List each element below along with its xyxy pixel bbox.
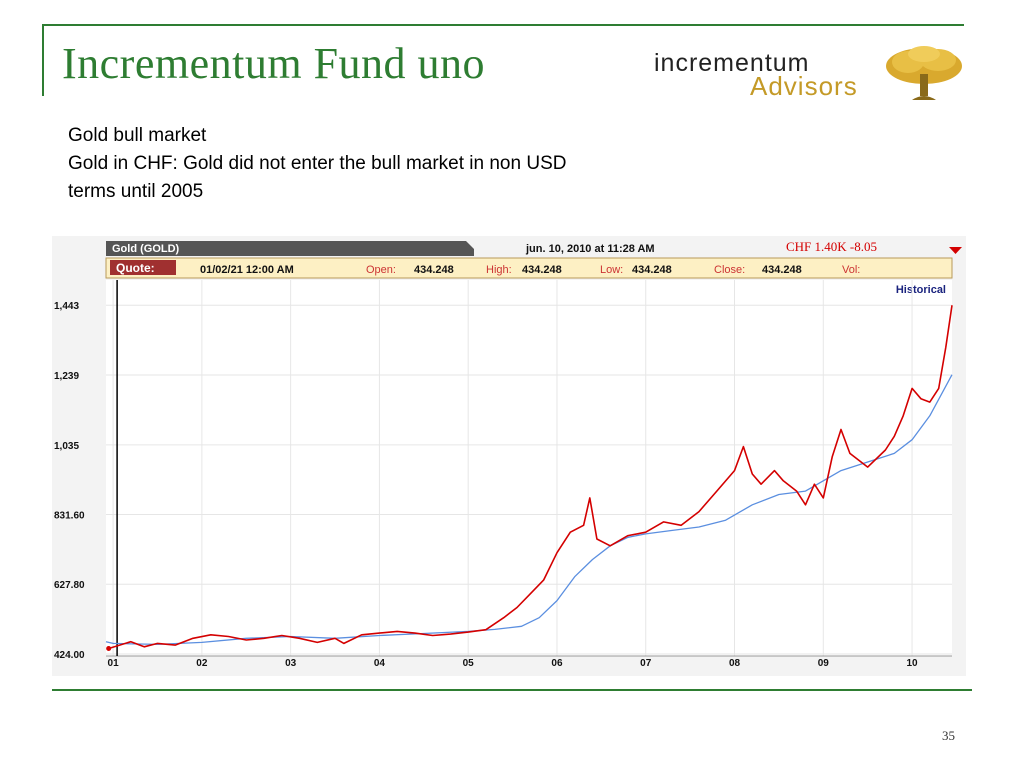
vol-label: Vol: xyxy=(842,264,860,276)
x-tick-label: 06 xyxy=(551,658,563,669)
frame-top-rule xyxy=(44,24,964,26)
logo-line-1: incrementum xyxy=(654,49,810,77)
x-tick-label: 03 xyxy=(285,658,297,669)
subtitle-line-2: Gold in CHF: Gold did not enter the bull… xyxy=(68,153,567,174)
open-label: Open: xyxy=(366,264,396,276)
frame-left-rule xyxy=(42,24,44,96)
frame-bottom-rule xyxy=(52,689,972,691)
quote-marker xyxy=(106,646,112,652)
low-value: 434.248 xyxy=(632,264,672,276)
chart-ticker: CHF 1.40K -8.05 xyxy=(786,239,877,254)
x-tick-label: 10 xyxy=(906,658,918,669)
series-line-price xyxy=(108,305,953,650)
chart-timestamp: jun. 10, 2010 at 11:28 AM xyxy=(525,243,655,255)
y-tick-label: 831.60 xyxy=(54,510,85,521)
y-axis-ticks: 1,443 1,239 1,035 831.60 627.80 424.00 xyxy=(54,301,85,661)
high-label: High: xyxy=(486,264,512,276)
quote-date: 01/02/21 12:00 AM xyxy=(200,264,294,276)
x-tick-label: 07 xyxy=(640,658,652,669)
y-tick-label: 1,035 xyxy=(54,441,79,452)
down-arrow-icon xyxy=(949,247,962,254)
close-label: Close: xyxy=(714,264,745,276)
close-value: 434.248 xyxy=(762,264,802,276)
header-bar xyxy=(106,241,474,256)
gold-price-chart: Gold (GOLD) jun. 10, 2010 at 11:28 AM CH… xyxy=(54,239,962,669)
open-value: 434.248 xyxy=(414,264,454,276)
y-tick-label: 1,239 xyxy=(54,371,79,382)
series-group xyxy=(105,305,953,652)
slide-title: Incrementum Fund uno xyxy=(62,39,486,88)
y-tick-label: 1,443 xyxy=(54,301,79,312)
historical-label: Historical xyxy=(896,284,946,296)
slide-subtitle: Gold bull market Gold in CHF: Gold did n… xyxy=(68,122,566,206)
y-tick-label: 627.80 xyxy=(54,580,85,591)
subtitle-line-1: Gold bull market xyxy=(68,125,207,146)
plot-area xyxy=(106,280,952,656)
low-label: Low: xyxy=(600,264,623,276)
quote-label: Quote: xyxy=(116,261,155,275)
grid-lines xyxy=(106,280,952,657)
chart-panel: Gold (GOLD) jun. 10, 2010 at 11:28 AM CH… xyxy=(52,236,966,676)
y-tick-label: 424.00 xyxy=(54,650,85,661)
quote-label-box xyxy=(110,260,176,275)
quote-bar xyxy=(105,257,953,279)
subtitle-line-3: terms until 2005 xyxy=(68,181,204,202)
x-tick-label: 05 xyxy=(463,658,475,669)
tree-icon xyxy=(886,46,962,100)
x-tick-label: 08 xyxy=(729,658,741,669)
high-value: 434.248 xyxy=(522,264,562,276)
logo-line-2: Advisors xyxy=(750,71,858,101)
page-number: 35 xyxy=(942,728,955,743)
x-tick-label: 01 xyxy=(108,658,120,669)
x-tick-label: 04 xyxy=(374,658,386,669)
x-tick-label: 02 xyxy=(196,658,208,669)
company-logo: incrementum Advisors xyxy=(654,44,974,104)
x-axis-ticks: 01 02 03 04 05 06 07 08 09 10 xyxy=(108,658,919,669)
x-tick-label: 09 xyxy=(818,658,830,669)
chart-symbol: Gold (GOLD) xyxy=(112,243,180,255)
series-line-moving_average xyxy=(105,374,953,646)
